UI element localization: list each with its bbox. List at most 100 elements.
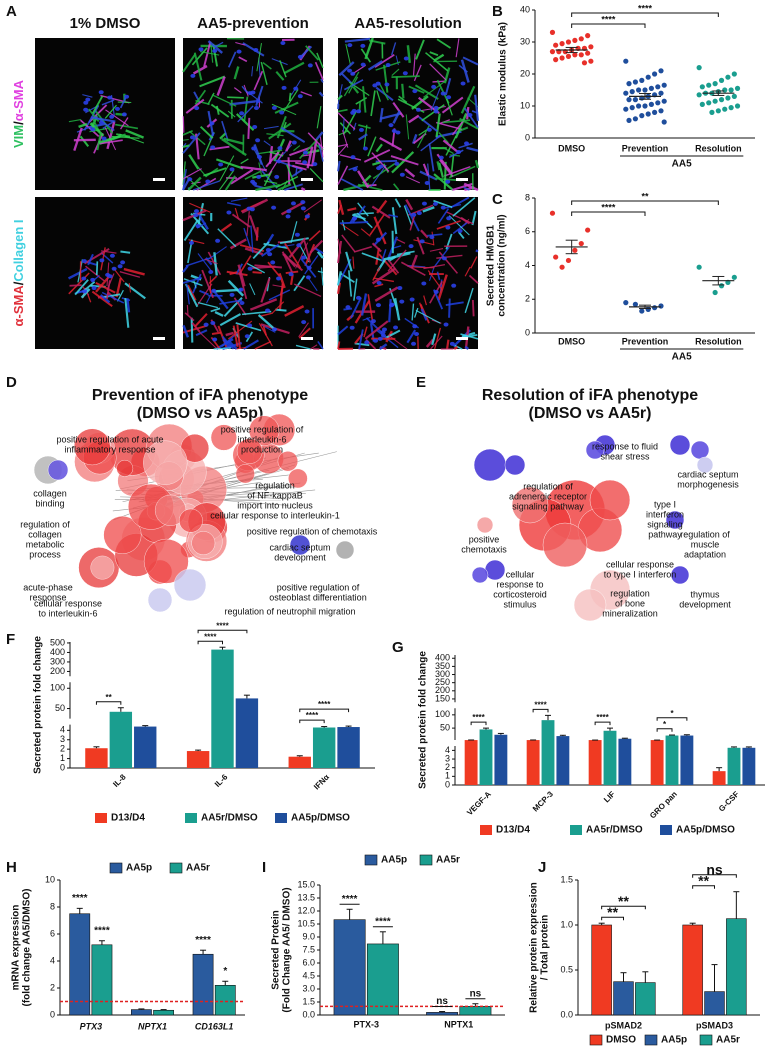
nucleus (380, 333, 386, 338)
nucleus (271, 205, 277, 210)
bar (91, 944, 113, 1016)
scale-bar (153, 337, 165, 340)
legend-swatch (644, 1034, 658, 1046)
nucleus (238, 287, 244, 292)
network-term: osteoblast differentiation (269, 592, 366, 602)
nucleus (124, 94, 130, 99)
cell-fiber (390, 155, 419, 166)
cell-fiber (442, 119, 471, 124)
data-point (645, 306, 651, 312)
cell-fiber (182, 276, 202, 284)
cell-fiber (222, 338, 232, 350)
cell-fiber (90, 116, 116, 123)
network-term: regulation of (523, 481, 573, 491)
nucleus (251, 146, 257, 151)
cell-fiber (183, 278, 203, 287)
cell-fiber (371, 267, 396, 285)
cell-fiber (124, 282, 146, 300)
cell-fiber (123, 267, 145, 276)
cell-fiber (398, 95, 408, 104)
cell-fiber (182, 144, 190, 148)
nucleus (312, 162, 318, 167)
cell-fiber (204, 258, 218, 265)
data-point (722, 87, 728, 93)
nucleus (445, 225, 451, 230)
network-node (288, 468, 308, 489)
cell-fiber (102, 120, 115, 130)
cell-fiber (391, 68, 400, 76)
cell-fiber (182, 168, 202, 180)
row-label: VIM/α-SMA (11, 79, 26, 148)
network-node (147, 587, 173, 613)
cell-fiber (205, 292, 213, 304)
cell-fiber (376, 199, 388, 214)
network-node (690, 440, 710, 460)
cell-fiber (303, 199, 323, 213)
nucleus (194, 106, 200, 111)
cell-fiber (337, 341, 341, 350)
cell-fiber (394, 198, 402, 208)
column-label: 1% DMSO (70, 15, 141, 32)
bar (650, 740, 664, 785)
cell-fiber (404, 204, 420, 232)
data-point (565, 39, 572, 45)
bar (704, 991, 725, 1016)
cell-fiber (412, 53, 416, 76)
cell-fiber (285, 140, 292, 152)
cell-fiber (278, 272, 286, 289)
cell-fiber (186, 305, 189, 316)
network-node (236, 438, 263, 464)
data-point (731, 274, 737, 280)
network-term: of NF-kappaB (247, 490, 303, 500)
y-tick-label: 150 (435, 693, 450, 703)
nucleus (302, 150, 308, 155)
cell-fiber (252, 271, 262, 274)
y-tick-label: 1.0 (560, 919, 573, 929)
network-term: response to fluid (592, 441, 658, 451)
network-term: signaling pathway (512, 501, 584, 511)
cell-fiber (337, 94, 343, 101)
sig-bracket (571, 200, 719, 205)
data-point (623, 300, 629, 306)
cell-fiber (462, 56, 479, 66)
network-node (511, 486, 549, 524)
cell-fiber (464, 287, 474, 314)
cell-fiber (190, 317, 194, 343)
sig-label: **** (342, 894, 358, 905)
cell-fiber (193, 280, 197, 289)
bar (665, 735, 679, 785)
y-tick-label: 0.0 (302, 1009, 315, 1019)
nucleus (409, 297, 415, 302)
nucleus (395, 130, 401, 135)
cell-fiber (403, 205, 413, 226)
nucleus (433, 105, 439, 110)
cell-fiber (459, 126, 469, 132)
cell-fiber (336, 271, 342, 286)
data-point (623, 106, 629, 112)
nucleus (356, 109, 362, 114)
cell-fiber (464, 345, 470, 351)
cell-fiber (182, 53, 196, 73)
legend-swatch (185, 813, 197, 823)
data-point (636, 103, 642, 109)
cell-fiber (392, 102, 405, 118)
network-term: cellular response (606, 559, 674, 569)
y-tick-label: 40 (520, 4, 530, 14)
cell-fiber (466, 146, 479, 152)
y-tick-label: 500 (50, 637, 65, 647)
nucleus (277, 146, 283, 151)
cell-fiber (383, 64, 389, 93)
cell-fiber (211, 331, 222, 336)
sig-bracket (299, 708, 350, 713)
cell-fiber (372, 161, 381, 166)
cell-fiber (250, 225, 254, 253)
x-tick-label: DMSO (558, 336, 585, 346)
data-point (725, 74, 731, 80)
cell-fiber (418, 116, 438, 133)
sig-bracket (532, 708, 549, 713)
cell-fiber (310, 344, 318, 350)
cell-fiber (194, 89, 207, 105)
cell-fiber (298, 327, 311, 339)
cell-fiber (249, 298, 278, 311)
data-point (636, 87, 642, 93)
